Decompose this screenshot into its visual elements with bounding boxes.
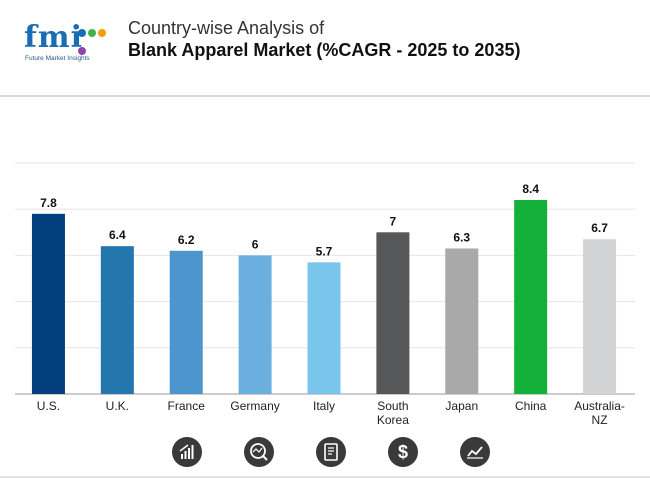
bar (238, 255, 272, 394)
footer-icons: $ (0, 437, 650, 469)
data-label: 7 (390, 214, 397, 228)
x-tick-label: Australia- (574, 399, 625, 413)
data-label: 6.4 (109, 228, 126, 242)
logo-dot (78, 47, 86, 55)
x-tick-label: NZ (592, 413, 608, 427)
bar (583, 239, 617, 394)
bar (445, 248, 479, 394)
logo-dot (88, 29, 96, 37)
header-divider (0, 95, 650, 97)
report-document-icon (316, 437, 346, 467)
bar (169, 250, 203, 394)
data-label: 6.3 (453, 230, 470, 244)
data-label: 8.4 (522, 182, 539, 196)
data-label: 6.7 (591, 221, 608, 235)
logo-dots (78, 24, 112, 60)
logo-dot (78, 29, 86, 37)
svg-text:$: $ (398, 442, 408, 462)
logo-text: fmi (24, 20, 84, 55)
data-label: 6 (252, 237, 259, 251)
x-tick-label: U.S. (37, 399, 60, 413)
chart-title-line2: Blank Apparel Market (%CAGR - 2025 to 20… (128, 40, 521, 60)
fmi-logo (22, 10, 112, 70)
bar (514, 199, 548, 394)
logo-tagline: Future Market Insights (25, 55, 90, 62)
header: fmi Future Market Insights Country-wise … (0, 0, 650, 96)
x-tick-label: U.K. (106, 399, 129, 413)
data-label: 7.8 (40, 196, 57, 210)
bar (376, 232, 410, 394)
x-tick-label: France (168, 399, 206, 413)
x-tick-label: China (515, 399, 547, 413)
x-tick-label: South (377, 399, 408, 413)
bar (31, 213, 65, 394)
bar-growth-icon (172, 437, 202, 467)
chart-title-line1: Country-wise Analysis of (128, 18, 325, 38)
data-label: 6.2 (178, 233, 195, 247)
x-tick-label: Japan (445, 399, 478, 413)
chart-search-icon (244, 437, 274, 467)
bar-chart: 7.8 U.S. 6.4 U.K. 6.2 France 6 Germany 5.7 Italy 7… (15, 162, 635, 427)
footer-divider (0, 476, 650, 478)
dollar-icon: $ (388, 437, 418, 467)
trend-line-icon (460, 437, 490, 467)
logo-dot (98, 29, 106, 37)
bar (307, 262, 341, 394)
x-tick-label: Germany (230, 399, 279, 413)
data-label: 5.7 (316, 244, 333, 258)
x-tick-label: Korea (377, 413, 409, 427)
x-tick-label: Italy (313, 399, 335, 413)
bar (100, 246, 134, 394)
